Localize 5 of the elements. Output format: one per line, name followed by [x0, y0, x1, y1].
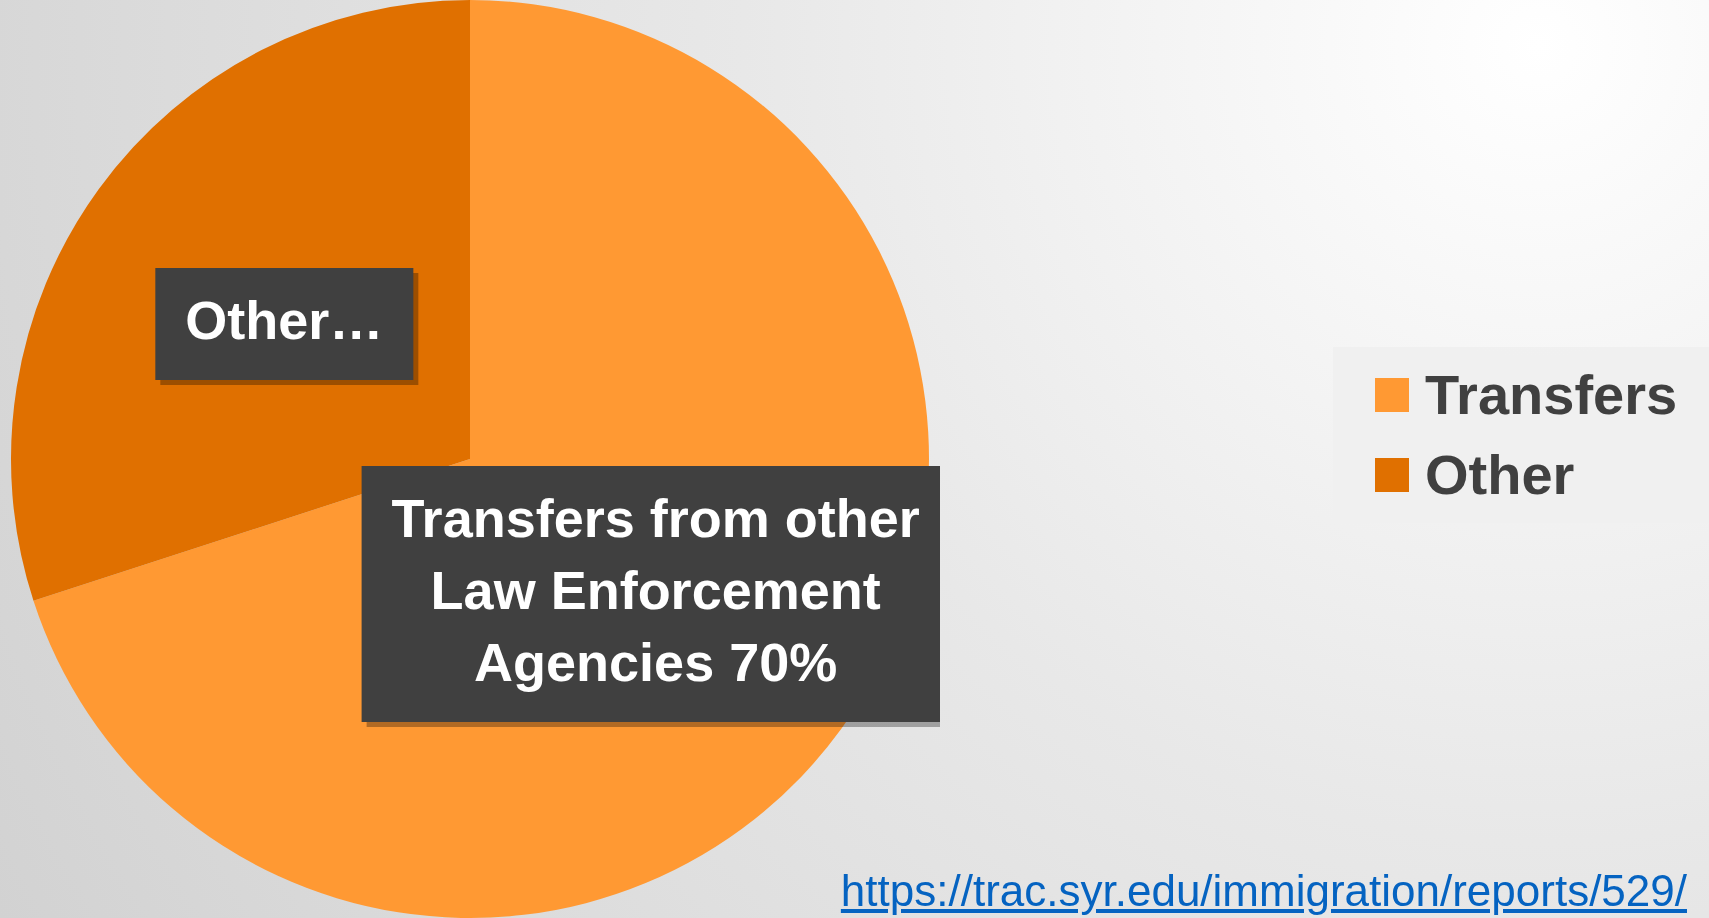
- text: https://trac.syr.edu/immigration/reports/529/: [840, 866, 1687, 916]
- legend-label: Other: [1425, 442, 1575, 508]
- legend-label: Transfers: [1425, 362, 1678, 428]
- data-label: Transfers from other Law Enforcement Agencies 70%: [391, 487, 920, 692]
- data-label: Other…: [185, 289, 384, 350]
